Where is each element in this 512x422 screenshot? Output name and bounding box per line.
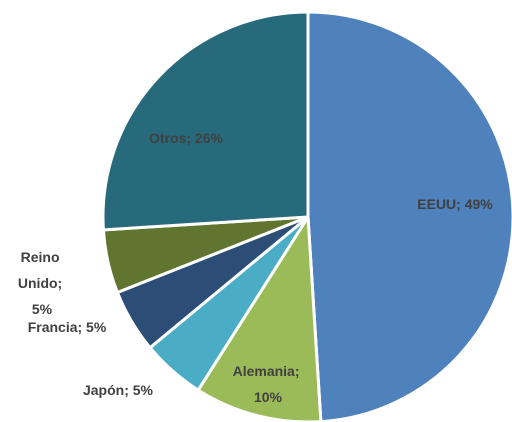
label-line: 5%	[32, 301, 53, 317]
data-label: EEUU; 49%	[417, 196, 493, 212]
label-line: Francia; 5%	[28, 319, 107, 335]
label-line: Otros; 26%	[149, 130, 223, 146]
pie-slice	[101, 10, 310, 232]
label-line: Alemania;	[233, 363, 304, 379]
pie-slice	[306, 10, 512, 422]
label-line: 10%	[254, 389, 283, 405]
label-line: Reino	[21, 249, 64, 265]
data-label: Francia; 5%	[28, 319, 107, 335]
label-line: Japón; 5%	[83, 382, 154, 398]
data-label: Reino Unido; 5%	[18, 249, 66, 317]
data-label: Japón; 5%	[83, 382, 154, 398]
data-label: Alemania; 10%	[233, 363, 304, 405]
data-label: Otros; 26%	[149, 130, 223, 146]
label-line: EEUU; 49%	[417, 196, 493, 212]
label-line: Unido;	[18, 275, 66, 291]
